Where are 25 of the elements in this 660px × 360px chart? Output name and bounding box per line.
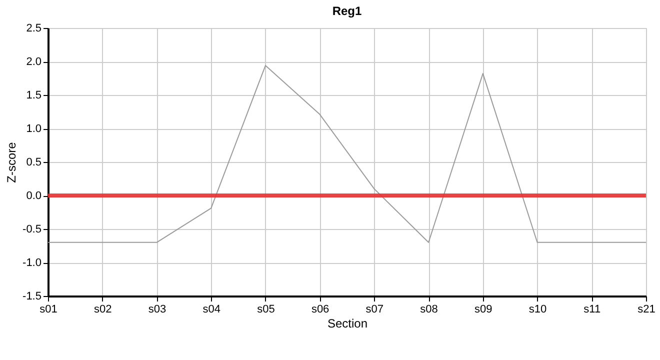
line-series xyxy=(48,65,646,243)
chart-title: Reg1 xyxy=(332,4,362,18)
y-tick-label: 0.5 xyxy=(26,156,42,168)
x-tick-label: s11 xyxy=(584,304,601,316)
x-tick-label: s04 xyxy=(202,304,220,316)
y-tick-label: 1.0 xyxy=(26,123,42,135)
y-tick-label: 2.0 xyxy=(26,56,42,68)
x-axis-title: Section xyxy=(327,316,368,330)
x-tick-label: s09 xyxy=(474,304,492,316)
x-tick-label: s05 xyxy=(257,304,275,316)
y-tick-label: -1.0 xyxy=(22,257,42,269)
x-tick-label: s03 xyxy=(148,304,166,316)
y-tick-label: 0.0 xyxy=(26,190,42,202)
y-tick-label: 1.5 xyxy=(26,90,42,102)
y-axis-title: Z-score xyxy=(4,142,19,183)
x-tick-label: s07 xyxy=(366,304,384,316)
y-tick-label: -1.5 xyxy=(22,290,42,302)
y-tick-label: -0.5 xyxy=(22,224,42,236)
x-tick-label: s21 xyxy=(638,304,656,316)
y-tick-label: 2.5 xyxy=(26,22,42,34)
x-tick-label: s08 xyxy=(420,304,438,316)
x-tick-label: s06 xyxy=(311,304,330,316)
x-tick-label: s02 xyxy=(94,304,112,316)
x-tick-label: s10 xyxy=(528,304,547,316)
x-tick-label: s01 xyxy=(40,304,58,316)
